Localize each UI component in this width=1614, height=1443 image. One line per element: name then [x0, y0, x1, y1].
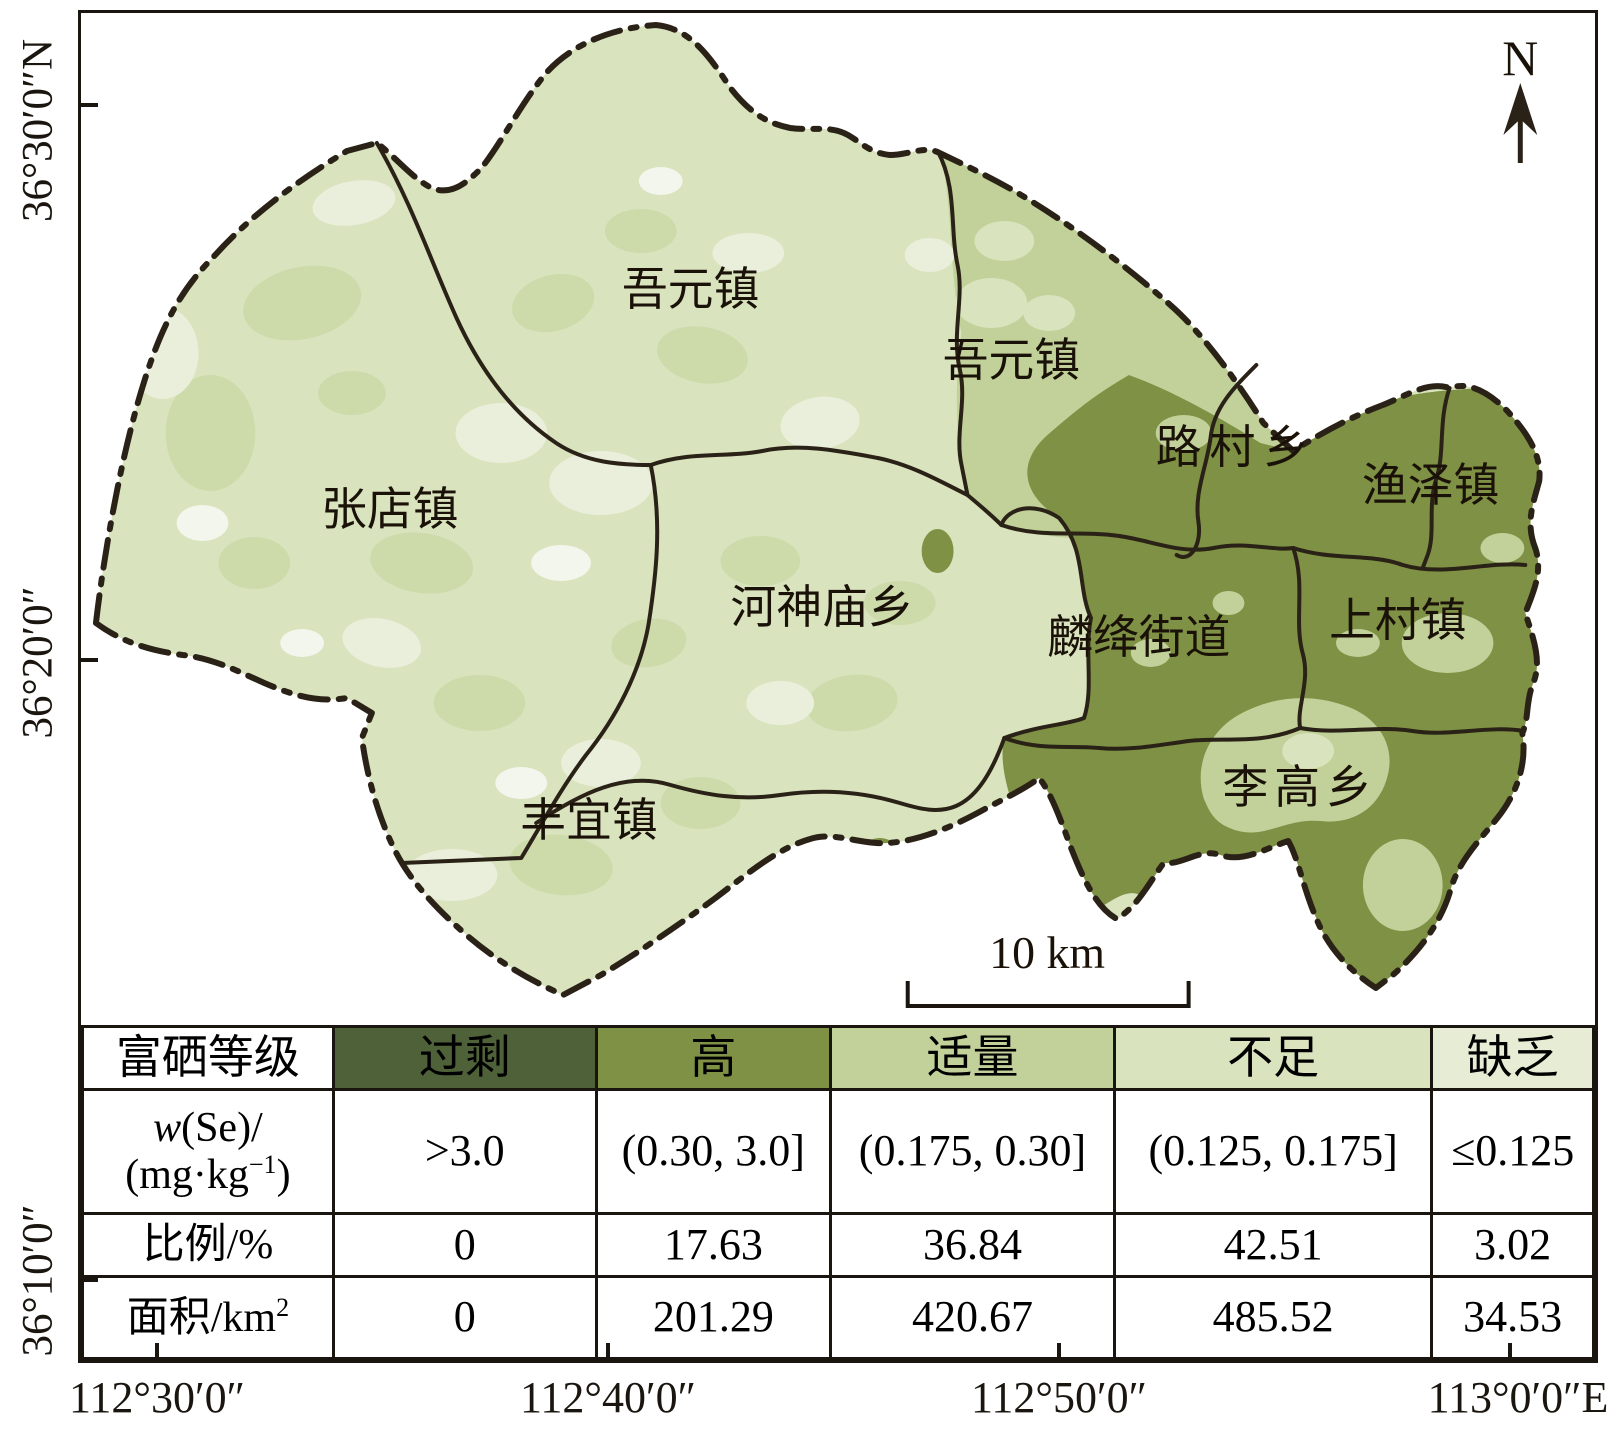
- area-row-label: 面积/km2: [81, 1275, 335, 1360]
- ratio-value-insufficient: 42.51: [1112, 1212, 1434, 1278]
- choropleth-map: 吾元镇 吾元镇 张店镇 路村乡 渔泽镇 河神庙乡 麟绛街道 上村镇 李高乡 丰宜…: [92, 22, 1543, 1008]
- legend-swatch-moderate: 适量: [828, 1025, 1116, 1091]
- wse-value-high: (0.30, 3.0]: [594, 1088, 832, 1215]
- wse-row-label: w(Se)/ (mg·kg−1): [81, 1088, 335, 1215]
- legend-swatch-excess: 过剩: [331, 1025, 598, 1091]
- legend-swatch-high: 高: [594, 1025, 832, 1091]
- x-axis-label-11250: 112°50′0″: [971, 1373, 1147, 1422]
- x-tick-11230: [155, 1343, 159, 1361]
- x-tick-11300: [1508, 1343, 1512, 1361]
- wse-value-excess: >3.0: [331, 1088, 598, 1215]
- label-yuze: 渔泽镇: [1362, 460, 1499, 511]
- label-fengyi: 丰宜镇: [520, 795, 657, 846]
- ratio-value-high: 17.63: [594, 1212, 832, 1278]
- county-outer-boundary: [92, 22, 1543, 998]
- wse-value-moderate: (0.175, 0.30]: [828, 1088, 1116, 1215]
- ratio-value-excess: 0: [331, 1212, 598, 1278]
- y-axis-label-3630: 36°30′0″N: [14, 38, 62, 223]
- label-lucun: 路村乡: [1156, 422, 1317, 473]
- x-tick-11240: [606, 1343, 610, 1361]
- ratio-value-deficient: 3.02: [1430, 1212, 1595, 1278]
- ratio-value-moderate: 36.84: [828, 1212, 1116, 1278]
- area-value-moderate: 420.67: [828, 1275, 1116, 1360]
- label-shangcun: 上村镇: [1329, 595, 1466, 646]
- area-value-insufficient: 485.52: [1112, 1275, 1434, 1360]
- legend-grade-header: 富硒等级: [81, 1025, 335, 1091]
- legend-swatch-deficient: 缺乏: [1430, 1025, 1595, 1091]
- y-axis-label-3620: 36°20′0″: [14, 586, 62, 739]
- area-value-excess: 0: [331, 1275, 598, 1360]
- label-wuyuan-north: 吾元镇: [622, 264, 759, 315]
- y-tick-3620: [81, 658, 98, 662]
- area-value-deficient: 34.53: [1430, 1275, 1595, 1360]
- label-wuyuan-east: 吾元镇: [943, 335, 1080, 386]
- wse-value-insufficient: (0.125, 0.175]: [1112, 1088, 1434, 1215]
- x-axis-label-11230: 112°30′0″: [69, 1373, 245, 1422]
- legend-table: 富硒等级 过剩 高 适量 不足 缺乏 w(Se)/ (mg·kg−1) >3.0…: [81, 1025, 1595, 1360]
- area-value-high: 201.29: [594, 1275, 832, 1360]
- ratio-row-label: 比例/%: [81, 1212, 335, 1278]
- y-tick-3610: [81, 1278, 98, 1282]
- label-heshenmiao: 河神庙乡: [730, 582, 913, 633]
- north-arrow: N: [1502, 31, 1538, 163]
- x-axis-label-11240: 112°40′0″: [520, 1373, 696, 1422]
- label-linjiang: 麟绛街道: [1047, 612, 1230, 663]
- legend-swatch-insufficient: 不足: [1112, 1025, 1434, 1091]
- wse-value-deficient: ≤0.125: [1430, 1088, 1595, 1215]
- north-arrow-label: N: [1502, 31, 1538, 86]
- map-frame: 吾元镇 吾元镇 张店镇 路村乡 渔泽镇 河神庙乡 麟绛街道 上村镇 李高乡 丰宜…: [78, 10, 1598, 1363]
- label-ligao: 李高乡: [1223, 762, 1378, 813]
- scale-bar: 10 km: [905, 927, 1191, 1008]
- y-tick-3630: [81, 103, 98, 107]
- township-boundaries: [374, 141, 1528, 865]
- label-zhangdian: 张店镇: [321, 484, 458, 535]
- x-tick-11250: [1057, 1343, 1061, 1361]
- scale-bar-label: 10 km: [989, 927, 1105, 978]
- se-level-patches: [126, 133, 1540, 995]
- x-axis-label-11300: 113°0′0″E: [1427, 1373, 1609, 1422]
